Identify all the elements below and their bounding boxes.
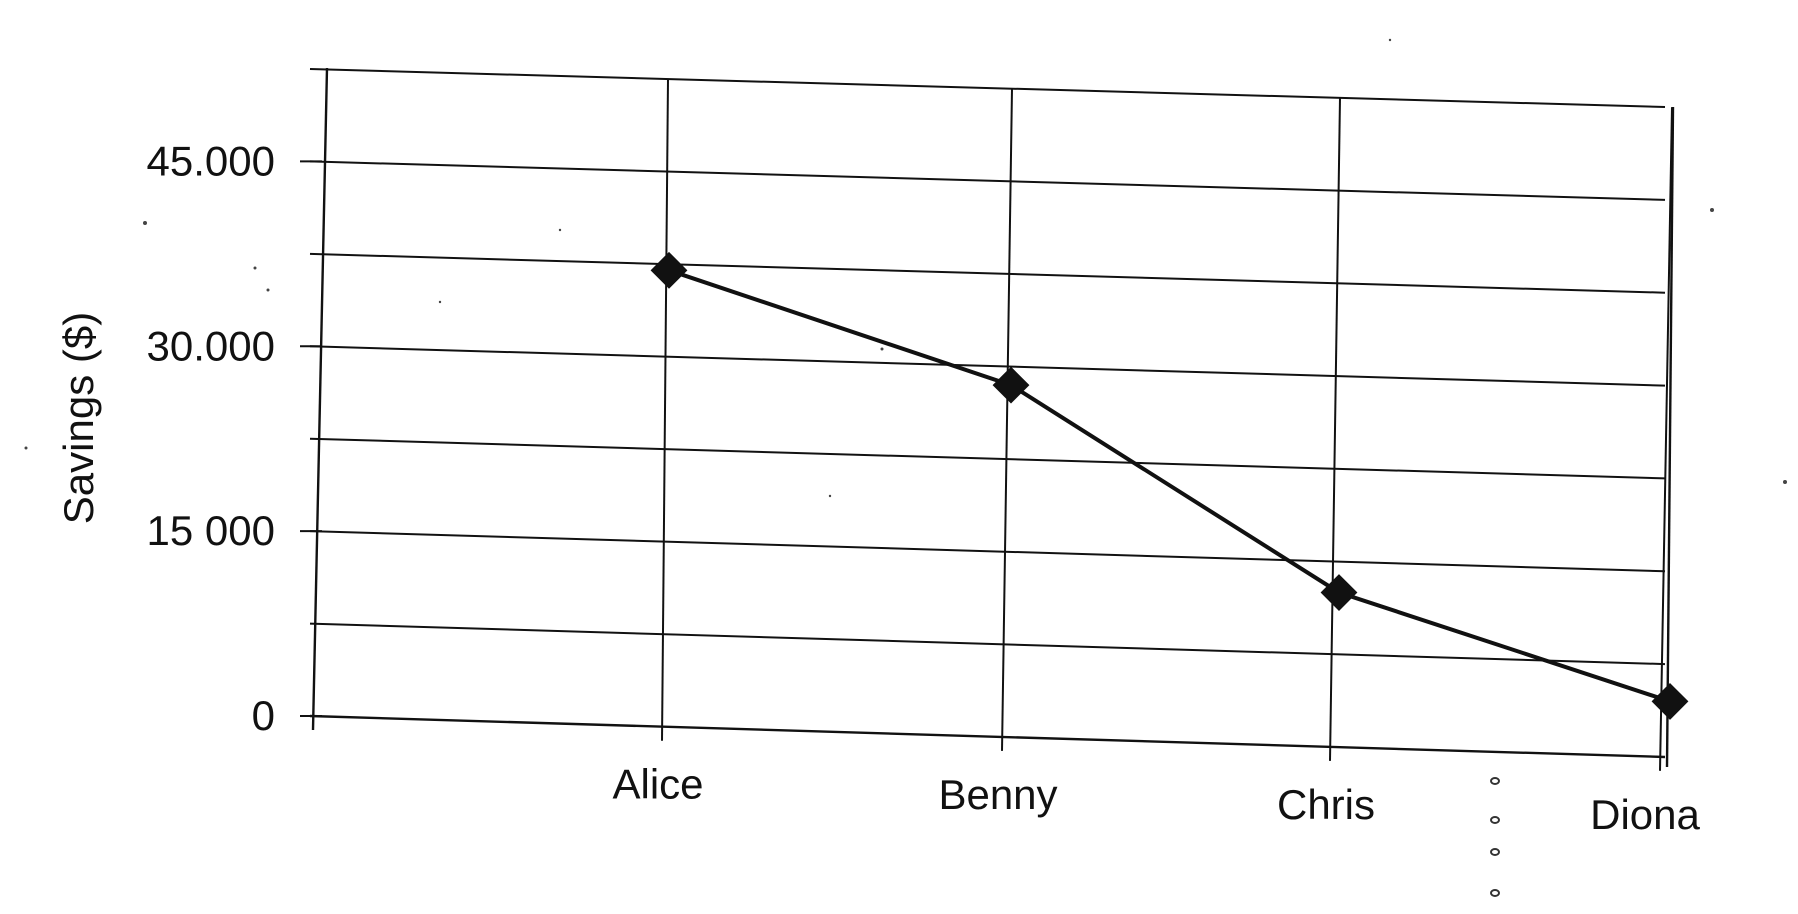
- scan-speck: [253, 266, 257, 270]
- y-axis-title: Savings ($): [55, 312, 102, 524]
- scan-dot-mark: [1490, 848, 1500, 856]
- scan-speck: [438, 300, 442, 304]
- data-point-benny: [992, 366, 1030, 404]
- scan-speck: [24, 446, 28, 450]
- scan-speck: [143, 221, 147, 225]
- series-layer: [650, 251, 1689, 720]
- y-tick-label: 30.000: [147, 322, 275, 369]
- scan-speck: [880, 347, 884, 351]
- scan-speck: [1783, 480, 1787, 484]
- series-line: [668, 268, 1671, 704]
- y-tick-label: 15 000: [147, 507, 275, 554]
- x-tick-label-alice: Alice: [612, 761, 703, 808]
- y-tick-label: 0: [252, 692, 275, 739]
- scan-noise: [24, 38, 1787, 897]
- x-axis-line: [309, 714, 1666, 759]
- y-tick-label: 45.000: [147, 137, 275, 184]
- scan-speck: [1710, 208, 1714, 212]
- gridline-y-22500: [309, 437, 1666, 480]
- gridline-y-30000: [309, 345, 1666, 387]
- x-tick-label-benny: Benny: [938, 771, 1057, 818]
- scan-speck: [558, 228, 562, 232]
- x-tick-label-chris: Chris: [1277, 781, 1375, 828]
- gridline-y-15000: [309, 530, 1666, 573]
- scan-dot-mark: [1490, 889, 1500, 897]
- scan-speck: [1388, 38, 1392, 42]
- x-tick-label-diona: Diona: [1590, 791, 1700, 838]
- right-frame-line: [1665, 106, 1675, 768]
- scan-speck: [828, 494, 832, 498]
- data-point-diona: [1651, 683, 1689, 720]
- gridline-y-52500: [309, 68, 1666, 108]
- axis-layer: [300, 67, 1675, 768]
- gridline-x-benny: [1001, 88, 1013, 751]
- scan-dot-mark: [1490, 777, 1500, 785]
- scan-dot-mark: [1490, 816, 1500, 824]
- scan-speck: [266, 288, 270, 292]
- gridline-x-chris: [1329, 97, 1341, 761]
- gridline-x-diona: [1659, 107, 1673, 771]
- gridline-y-45000: [309, 160, 1666, 201]
- grid-layer: [309, 68, 1673, 771]
- data-point-alice: [650, 251, 688, 289]
- y-axis-line: [311, 67, 329, 731]
- label-layer: 0 15 000 30.000 45.000 Savings ($) Alice Benny…: [55, 137, 1701, 837]
- gridline-x-alice: [661, 78, 669, 741]
- gridline-y-7500: [309, 622, 1666, 666]
- gridline-y-37500: [309, 252, 1666, 294]
- data-point-chris: [1320, 574, 1358, 611]
